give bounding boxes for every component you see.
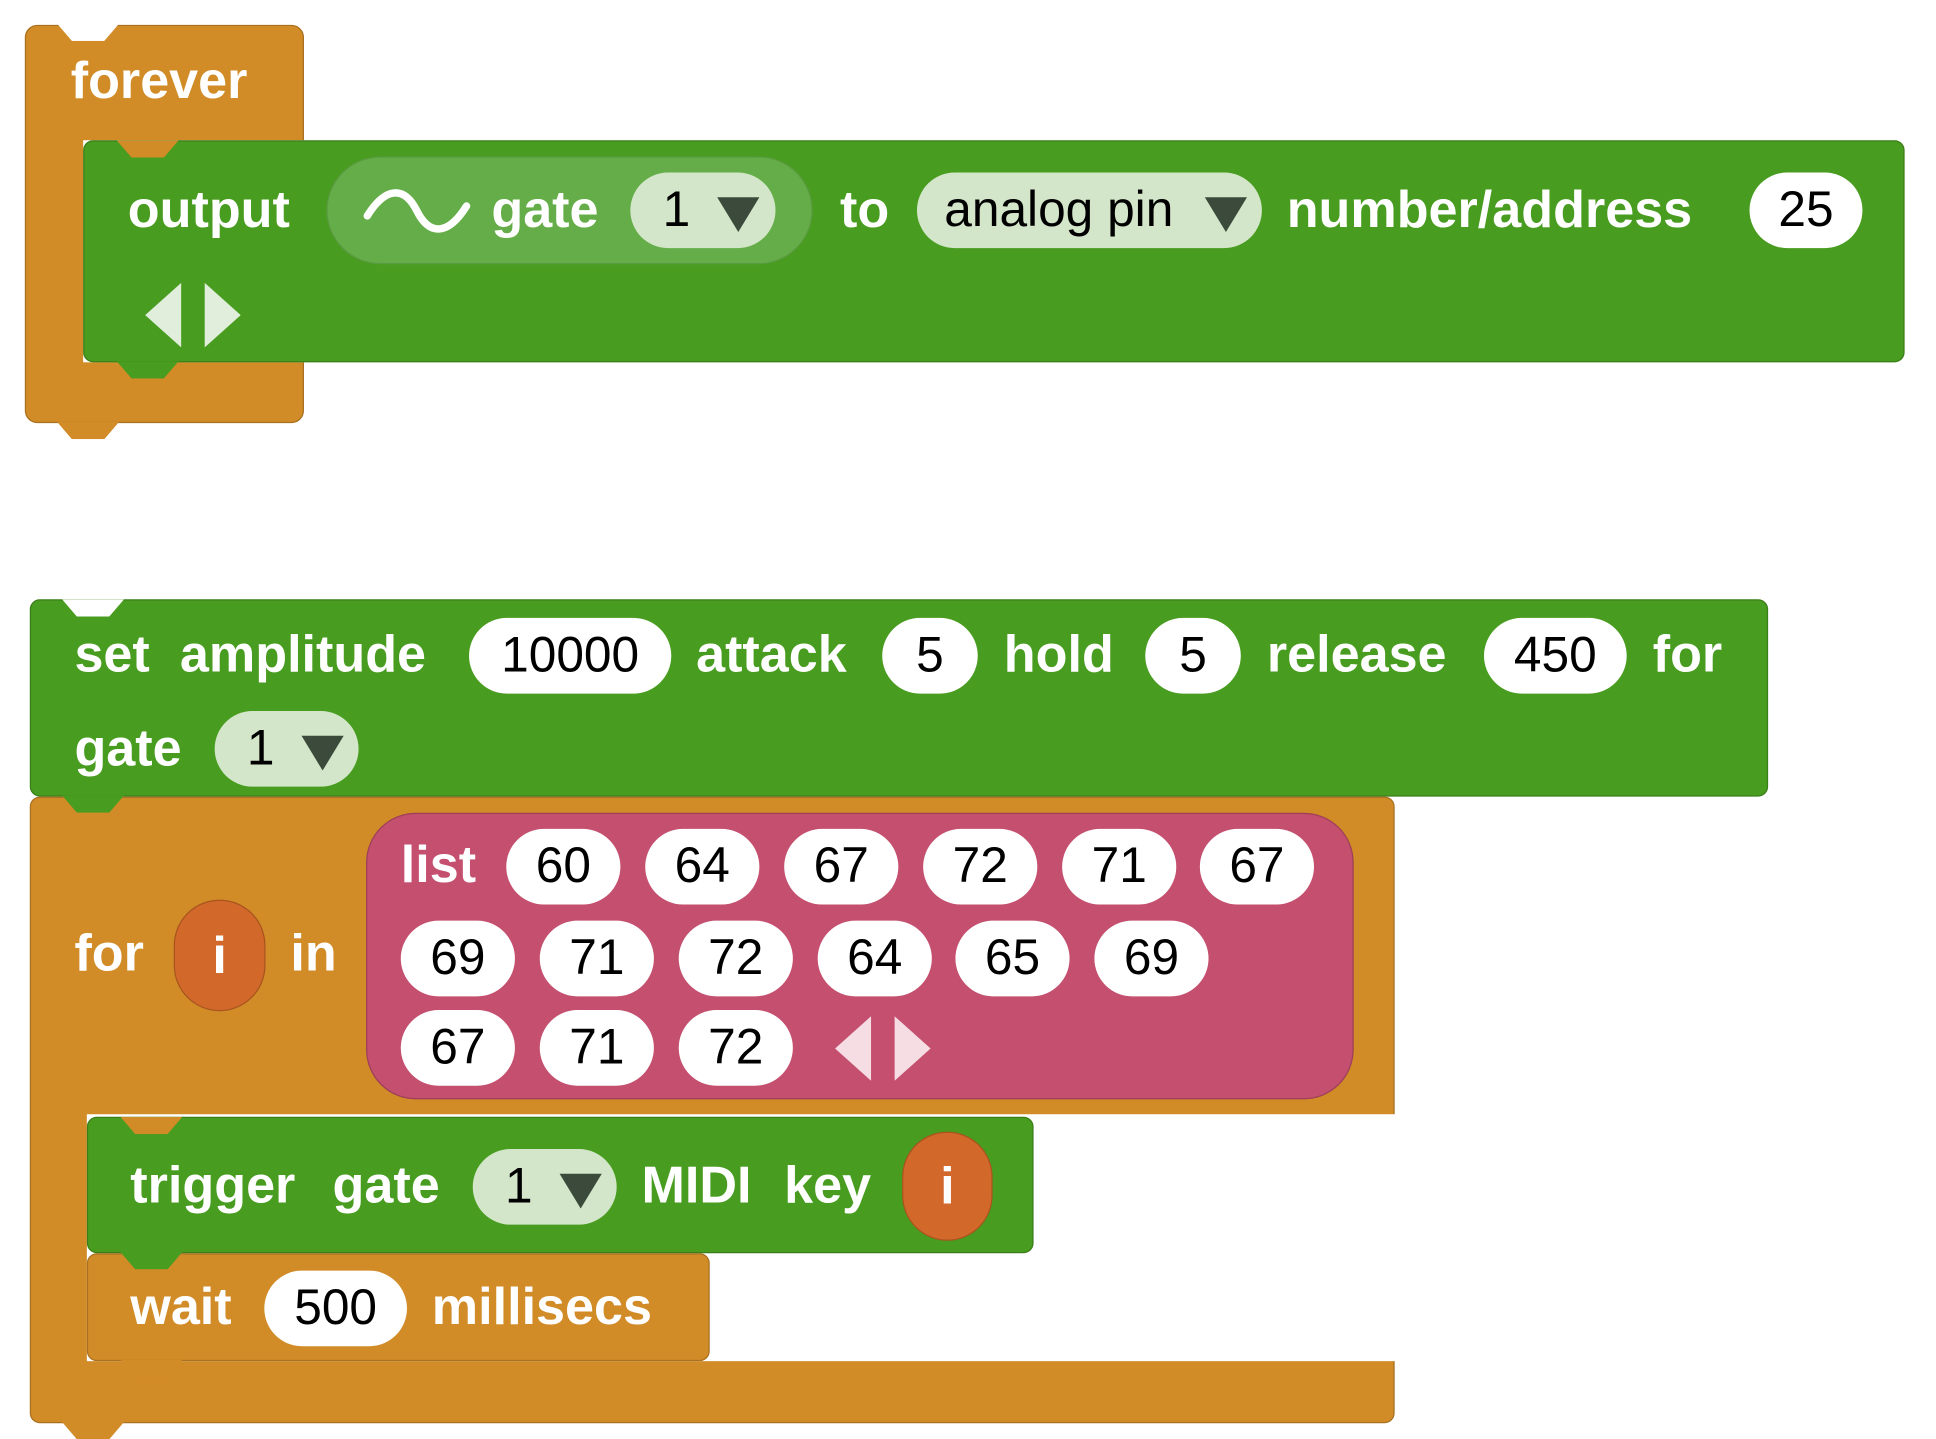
hold-input[interactable]: 5	[1145, 617, 1241, 694]
dropdown-value: analog pin	[944, 182, 1174, 237]
dropdown-value: 1	[246, 720, 275, 776]
amplitude-input[interactable]: 10000	[469, 617, 672, 694]
list-item[interactable]: 69	[1094, 920, 1209, 997]
list-item[interactable]: 60	[506, 828, 621, 905]
forever-top-notch	[57, 23, 120, 41]
key-label: key	[784, 1155, 872, 1214]
remove-input-arrow-icon[interactable]	[145, 282, 182, 348]
amplitude-label: amplitude	[179, 624, 427, 683]
add-input-arrow-icon[interactable]	[204, 282, 241, 348]
dropdown-arrow-icon	[717, 197, 760, 233]
trigger-bottom-tab	[120, 1251, 183, 1270]
sine-wave-icon	[363, 189, 471, 233]
forever-label: forever	[70, 50, 248, 110]
for-loop-label: for	[74, 923, 144, 982]
for-bottom-tab	[62, 1421, 125, 1439]
list-item[interactable]: 72	[678, 920, 793, 997]
list-item[interactable]: 71	[539, 920, 654, 997]
list-item[interactable]: 69	[400, 920, 515, 997]
set-gate-dropdown[interactable]: 1	[214, 710, 359, 787]
set-bottom-tab	[62, 795, 125, 813]
list-add-arrow-icon[interactable]	[894, 1016, 931, 1081]
trigger-label: trigger	[130, 1155, 296, 1214]
hold-label: hold	[1003, 624, 1114, 683]
release-label: release	[1266, 624, 1447, 683]
dropdown-arrow-icon	[1204, 197, 1248, 233]
output-to-label: to	[840, 179, 890, 239]
set-gate-label: gate	[74, 718, 182, 777]
release-input[interactable]: 450	[1483, 617, 1627, 694]
list-item[interactable]: 71	[539, 1010, 654, 1086]
output-gate-label: gate	[491, 179, 599, 239]
trigger-gate-dropdown[interactable]: 1	[472, 1148, 617, 1225]
list-item[interactable]: 72	[678, 1010, 793, 1086]
loop-variable[interactable]: i	[173, 899, 266, 1012]
list-item[interactable]: 71	[1062, 828, 1177, 905]
trigger-gate-label: gate	[332, 1155, 440, 1214]
attack-input[interactable]: 5	[882, 617, 978, 694]
for-label: for	[1652, 624, 1723, 683]
address-label: number/address	[1286, 179, 1693, 239]
dropdown-arrow-icon	[559, 1173, 602, 1209]
output-gate-dropdown[interactable]: 1	[630, 172, 776, 249]
pin-type-dropdown[interactable]: analog pin	[916, 172, 1262, 249]
millisecs-label: millisecs	[431, 1276, 653, 1336]
attack-label: attack	[696, 624, 847, 683]
list-item[interactable]: 67	[400, 1010, 515, 1086]
wait-bottom-tab	[120, 1359, 183, 1378]
dropdown-value: 1	[662, 182, 691, 237]
list-item[interactable]: 67	[784, 828, 899, 905]
list-item[interactable]: 64	[645, 828, 760, 905]
forever-bottom-tab	[57, 421, 120, 440]
list-item[interactable]: 72	[923, 828, 1038, 905]
set-top-notch	[62, 599, 125, 617]
list-remove-arrow-icon[interactable]	[835, 1016, 872, 1081]
address-input[interactable]: 25	[1749, 172, 1863, 249]
trigger-top-notch	[120, 1116, 183, 1135]
wait-label: wait	[130, 1276, 232, 1336]
set-label: set	[74, 624, 150, 683]
list-label: list	[400, 835, 477, 894]
wait-input[interactable]: 500	[264, 1270, 407, 1347]
list-item[interactable]: 64	[817, 920, 932, 997]
output-bottom-tab	[116, 361, 179, 379]
midi-label: MIDI	[641, 1155, 752, 1214]
output-top-notch	[116, 140, 179, 158]
dropdown-value: 1	[505, 1158, 533, 1214]
dropdown-arrow-icon	[301, 735, 344, 771]
output-label: output	[127, 179, 290, 239]
in-label: in	[290, 923, 337, 982]
midi-key-variable[interactable]: i	[902, 1131, 993, 1241]
list-item[interactable]: 65	[955, 920, 1070, 997]
list-item[interactable]: 67	[1199, 828, 1315, 905]
